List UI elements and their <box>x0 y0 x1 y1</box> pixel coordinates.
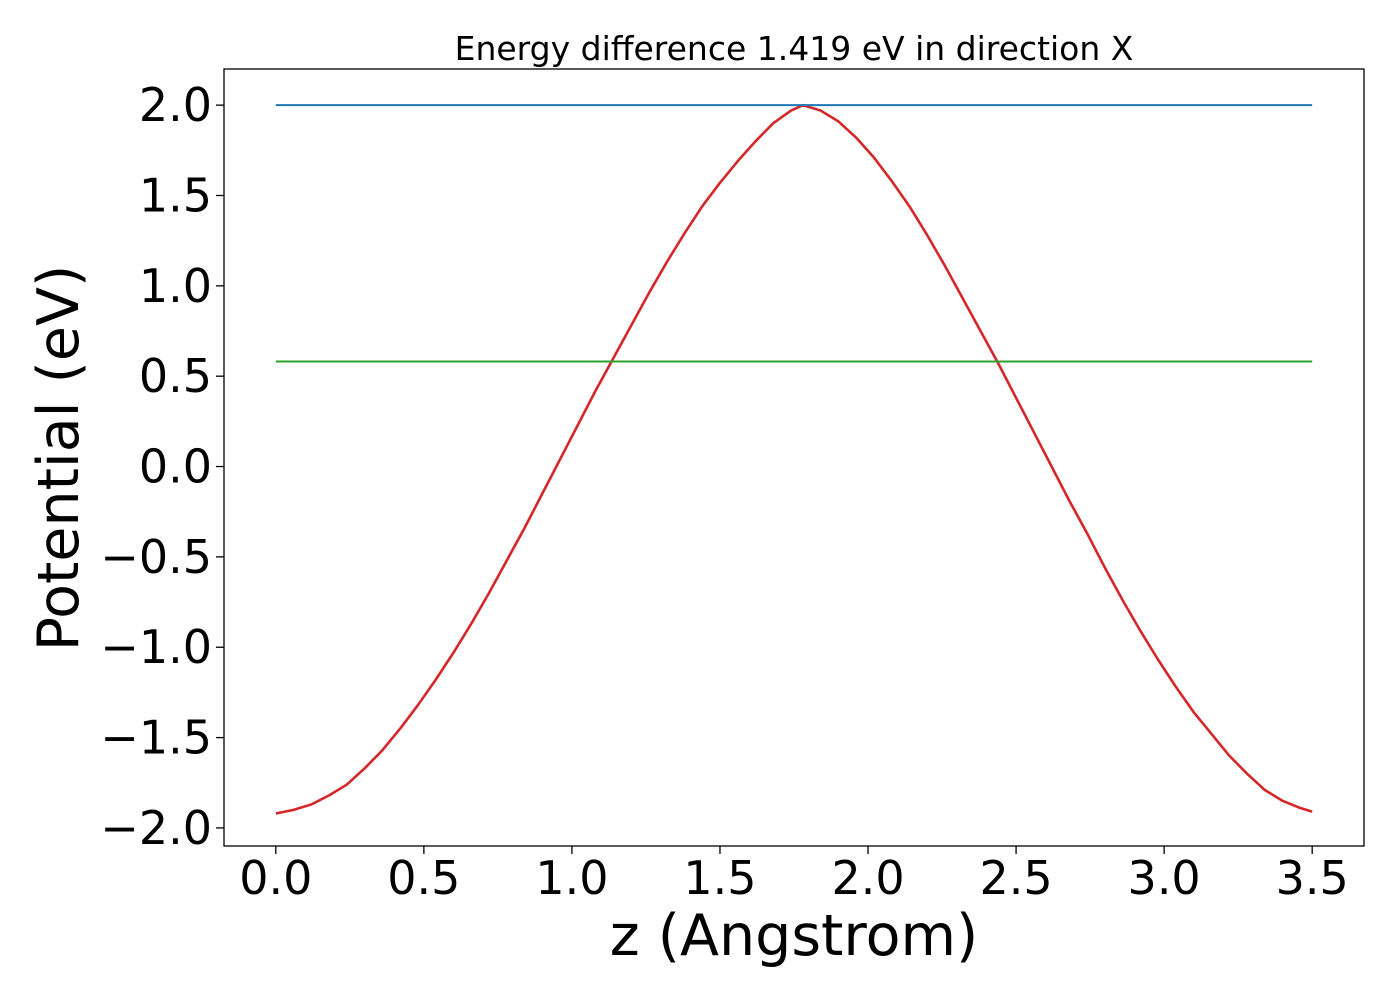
plot-series-group <box>275 103 1313 815</box>
y-tick-label: −0.5 <box>100 530 212 584</box>
y-tick-label: 1.5 <box>139 168 212 222</box>
x-axis-label: z (Angstrom) <box>610 903 978 969</box>
y-tick-label: 0.0 <box>139 440 212 494</box>
series-line-0 <box>275 103 1313 815</box>
y-axis-ticks: 2.0 1.5 1.0 0.5 0.0 −0.5 −1.0 −1.5 −2.0 <box>100 78 224 855</box>
y-tick-label: 1.0 <box>139 259 212 313</box>
y-tick-label: −1.0 <box>100 620 212 674</box>
x-tick-label: 2.5 <box>979 851 1052 905</box>
x-tick-label: 2.0 <box>831 851 904 905</box>
y-axis-label: Potential (eV) <box>26 265 92 651</box>
plot-area-frame <box>223 68 1365 847</box>
y-tick-label: −1.5 <box>100 711 212 765</box>
chart-title: Energy difference 1.419 eV in direction … <box>455 29 1134 68</box>
y-tick-label: −2.0 <box>100 801 212 855</box>
x-axis-ticks: 0.0 0.5 1.0 1.5 2.0 2.5 3.0 3.5 <box>239 846 1349 905</box>
x-tick-label: 3.5 <box>1276 851 1349 905</box>
x-tick-label: 1.5 <box>683 851 756 905</box>
x-tick-label: 0.5 <box>387 851 460 905</box>
x-tick-label: 1.0 <box>535 851 608 905</box>
x-tick-label: 3.0 <box>1128 851 1201 905</box>
y-tick-label: 2.0 <box>139 78 212 132</box>
y-tick-label: 0.5 <box>139 349 212 403</box>
x-tick-label: 0.0 <box>239 851 312 905</box>
